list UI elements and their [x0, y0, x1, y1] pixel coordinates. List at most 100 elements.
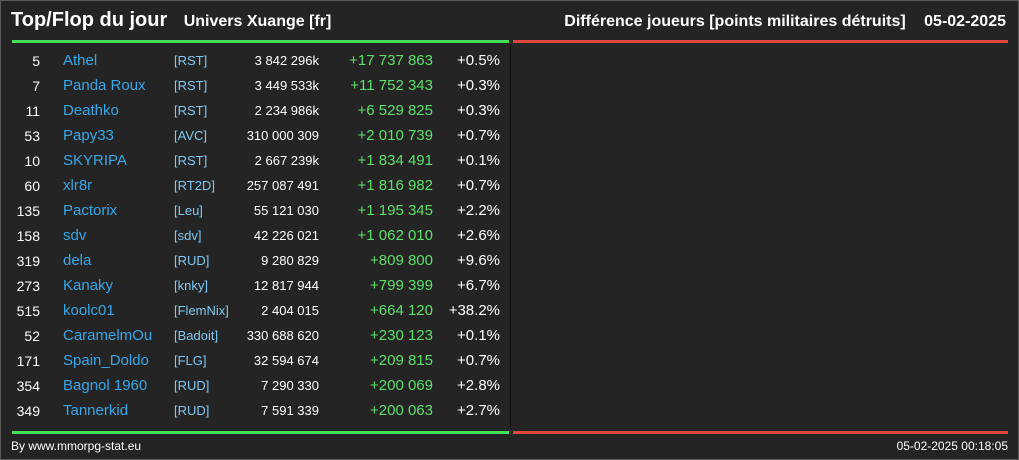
player-points: 32 594 674: [253, 353, 319, 368]
player-points: 2 667 239k: [254, 153, 319, 168]
universe-label: Univers Xuange [fr]: [183, 13, 332, 30]
table-row: 135 Pactorix [Leu] 55 121 030 +1 195 345 +2.2…: [12, 198, 509, 223]
player-rank: 349: [16, 403, 40, 419]
alliance-link[interactable]: [Leu]: [174, 203, 203, 218]
player-rank: 5: [32, 53, 40, 69]
player-points: 9 280 829: [261, 253, 319, 268]
table-row: 53 Papy33 [AVC] 310 000 309 +2 010 739 +0.7%: [12, 123, 509, 148]
player-link[interactable]: Deathko: [63, 102, 119, 119]
alliance-link[interactable]: [RUD]: [174, 403, 210, 418]
percent-change: +38.2%: [448, 302, 500, 319]
points-difference: +209 815: [370, 352, 433, 369]
alliance-link[interactable]: [FlemNix]: [174, 303, 229, 318]
player-points: 7 290 330: [261, 378, 319, 393]
percent-change: +2.8%: [457, 377, 500, 394]
player-link[interactable]: sdv: [63, 227, 87, 244]
percent-change: +9.6%: [457, 252, 500, 269]
alliance-link[interactable]: [RST]: [174, 153, 208, 168]
table-row: 349 Tannerkid [RUD] 7 591 339 +200 063 +2.7%: [12, 398, 509, 423]
top-players-table: 5 Athel [RST] 3 842 296k +17 737 863 +0.5% 7 Pa…: [12, 48, 509, 423]
flop-bar-lower: [513, 431, 1008, 434]
player-link[interactable]: Pactorix: [63, 202, 118, 219]
points-difference: +809 800: [370, 252, 433, 269]
player-link[interactable]: Panda Roux: [63, 77, 146, 94]
percent-change: +0.1%: [457, 327, 500, 344]
player-rank: 11: [25, 103, 40, 119]
alliance-link[interactable]: [knky]: [174, 278, 208, 293]
percent-change: +0.7%: [457, 177, 500, 194]
player-points: 310 000 309: [246, 128, 319, 143]
player-link[interactable]: Papy33: [63, 127, 114, 144]
player-points: 257 087 491: [246, 178, 319, 193]
alliance-link[interactable]: [RST]: [174, 78, 208, 93]
alliance-link[interactable]: [FLG]: [174, 353, 207, 368]
player-rank: 10: [24, 153, 40, 169]
percent-change: +0.3%: [457, 102, 500, 119]
player-link[interactable]: SKYRIPA: [63, 152, 127, 169]
table-row: 171 Spain_Doldo [FLG] 32 594 674 +209 815 +0.…: [12, 348, 509, 373]
alliance-link[interactable]: [RUD]: [174, 378, 210, 393]
table-row: 515 koolc01 [FlemNix] 2 404 015 +664 120 +38.…: [12, 298, 509, 323]
flop-bar-upper: [513, 40, 1008, 43]
player-link[interactable]: Spain_Doldo: [63, 352, 149, 369]
player-rank: 158: [16, 228, 40, 244]
table-row: 5 Athel [RST] 3 842 296k +17 737 863 +0.5%: [12, 48, 509, 73]
points-difference: +200 063: [370, 402, 433, 419]
header-right: Différence joueurs [points militaires dé…: [564, 13, 1006, 31]
alliance-link[interactable]: [sdv]: [174, 228, 202, 243]
points-difference: +1 816 982: [357, 177, 434, 194]
player-rank: 171: [16, 353, 40, 369]
player-rank: 53: [24, 128, 40, 144]
percent-change: +2.2%: [457, 202, 500, 219]
player-rank: 354: [16, 378, 40, 394]
table-row: 11 Deathko [RST] 2 234 986k +6 529 825 +0.3%: [12, 98, 509, 123]
column-separator: [510, 44, 511, 430]
alliance-link[interactable]: [RUD]: [174, 253, 210, 268]
source-credit: By www.mmorpg-stat.eu: [11, 439, 142, 453]
player-rank: 60: [24, 178, 40, 194]
alliance-link[interactable]: [RST]: [174, 103, 208, 118]
percent-change: +0.7%: [457, 352, 500, 369]
player-link[interactable]: Athel: [63, 52, 98, 69]
table-row: 60 xlr8r [RT2D] 257 087 491 +1 816 982 +0.7%: [12, 173, 509, 198]
percent-change: +0.3%: [457, 77, 500, 94]
alliance-link[interactable]: [AVC]: [174, 128, 207, 143]
table-row: 10 SKYRIPA [RST] 2 667 239k +1 834 491 +0.1%: [12, 148, 509, 173]
player-link[interactable]: dela: [63, 252, 92, 269]
table-row: 158 sdv [sdv] 42 226 021 +1 062 010 +2.6%: [12, 223, 509, 248]
player-link[interactable]: Kanaky: [63, 277, 114, 294]
alliance-link[interactable]: [RST]: [174, 53, 208, 68]
timestamp: 05-02-2025 00:18:05: [896, 439, 1008, 453]
table-row: 273 Kanaky [knky] 12 817 944 +799 399 +6.7%: [12, 273, 509, 298]
points-difference: +1 062 010: [357, 227, 434, 244]
player-points: 12 817 944: [253, 278, 319, 293]
player-rank: 515: [16, 303, 40, 319]
player-rank: 319: [16, 253, 40, 269]
player-link[interactable]: xlr8r: [63, 177, 93, 194]
points-difference: +1 195 345: [357, 202, 434, 219]
table-row: 319 dela [RUD] 9 280 829 +809 800 +9.6%: [12, 248, 509, 273]
player-link[interactable]: CaramelmOu: [63, 327, 153, 344]
alliance-link[interactable]: [Badoit]: [174, 328, 219, 343]
percent-change: +0.5%: [457, 52, 500, 69]
alliance-link[interactable]: [RT2D]: [174, 178, 215, 193]
points-difference: +17 737 863: [349, 52, 433, 69]
table-row: 354 Bagnol 1960 [RUD] 7 290 330 +200 069 +2.8…: [12, 373, 509, 398]
points-difference: +230 123: [370, 327, 433, 344]
percent-change: +2.7%: [457, 402, 500, 419]
player-rank: 135: [16, 203, 40, 219]
player-link[interactable]: koolc01: [63, 302, 115, 319]
points-difference: +2 010 739: [357, 127, 434, 144]
player-link[interactable]: Bagnol 1960: [63, 377, 148, 394]
points-difference: +6 529 825: [357, 102, 434, 119]
top-bar-upper: [12, 40, 509, 43]
player-points: 55 121 030: [253, 203, 319, 218]
top-bar-lower: [12, 431, 509, 434]
date-label: 05-02-2025: [924, 13, 1006, 30]
player-link[interactable]: Tannerkid: [63, 402, 129, 419]
header-left: Top/Flop du jour Univers Xuange [fr]: [11, 9, 331, 32]
player-rank: 273: [16, 278, 40, 294]
points-difference: +1 834 491: [357, 152, 434, 169]
metric-label: Différence joueurs [points militaires dé…: [564, 13, 906, 30]
